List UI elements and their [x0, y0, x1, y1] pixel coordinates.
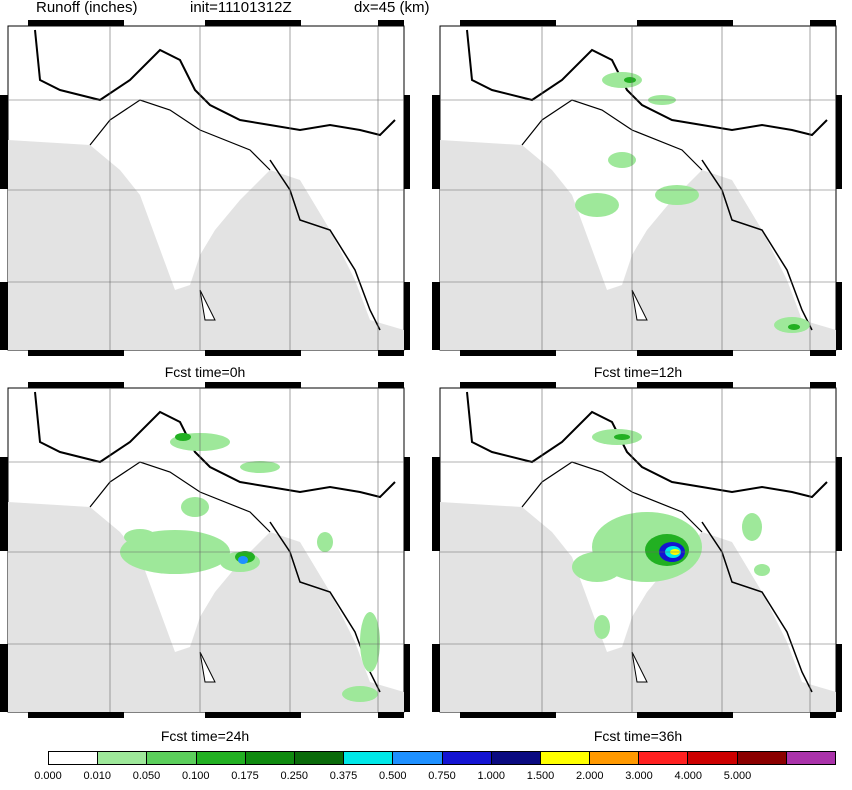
colorbar-label: 3.000	[625, 770, 653, 782]
colorbar-swatch	[196, 752, 246, 764]
colorbar-label: 0.050	[132, 770, 161, 782]
grid-spacing-label: dx=45 (km)	[354, 0, 430, 16]
colorbar-swatch	[442, 752, 492, 764]
colorbar	[48, 751, 836, 765]
colorbar-label: 0.175	[231, 770, 259, 782]
colorbar-swatch	[688, 752, 738, 764]
colorbar-label: 0.375	[329, 770, 358, 782]
colorbar-swatch	[98, 752, 148, 764]
colorbar-label: 0.010	[83, 770, 112, 782]
map-panel-fcst-24h	[0, 382, 410, 718]
panel-title-0h: Fcst time=0h	[164, 364, 246, 380]
graticule	[8, 26, 404, 350]
colorbar-swatch	[737, 752, 787, 764]
map-12h	[432, 20, 842, 356]
ocean-area	[8, 502, 404, 712]
colorbar-label: 0.500	[378, 770, 407, 782]
ocean-area	[440, 502, 836, 712]
colorbar-swatch	[147, 752, 197, 764]
panel-title-24h: Fcst time=24h	[160, 728, 250, 744]
init-time-label: init=11101312Z	[190, 0, 292, 16]
colorbar-swatch	[786, 752, 835, 764]
colorbar-labels: 0.000 0.010 0.050 0.100 0.175 0.250 0.375 0.500…	[0, 770, 852, 786]
colorbar-swatch	[639, 752, 689, 764]
colorbar-label: 5.000	[723, 770, 752, 782]
colorbar-swatch	[540, 752, 591, 764]
colorbar-label: 0.750	[428, 770, 456, 782]
colorbar-swatch	[393, 752, 443, 764]
map-panel-fcst-0h	[0, 20, 410, 356]
map-36h	[432, 382, 842, 718]
colorbar-label: 1.500	[526, 770, 555, 782]
colorbar-label: 1.000	[477, 770, 506, 782]
ocean-area	[8, 140, 404, 350]
colorbar-swatch	[344, 752, 394, 764]
colorbar-swatch	[294, 752, 345, 764]
panel-title-36h: Fcst time=36h	[593, 728, 683, 744]
map-panel-fcst-12h	[432, 20, 842, 356]
colorbar-label: 0.100	[181, 770, 210, 782]
map-0h	[0, 20, 410, 356]
colorbar-swatch	[491, 752, 541, 764]
colorbar-swatch	[49, 752, 99, 764]
colorbar-label: 0.000	[34, 770, 62, 782]
panel-title-12h: Fcst time=12h	[593, 364, 683, 380]
border-line	[34, 29, 396, 137]
ocean-area	[440, 140, 836, 350]
colorbar-swatch	[245, 752, 295, 764]
map-panel-fcst-36h	[432, 382, 842, 718]
map-24h	[0, 382, 410, 718]
colorbar-label: 2.000	[575, 770, 604, 782]
colorbar-swatch	[590, 752, 640, 764]
border-line	[466, 29, 828, 137]
island	[199, 289, 216, 321]
colorbar-label: 4.000	[674, 770, 703, 782]
frame-ticks	[0, 20, 410, 356]
colorbar-label: 0.250	[280, 770, 309, 782]
chart-title: Runoff (inches)	[36, 0, 138, 16]
